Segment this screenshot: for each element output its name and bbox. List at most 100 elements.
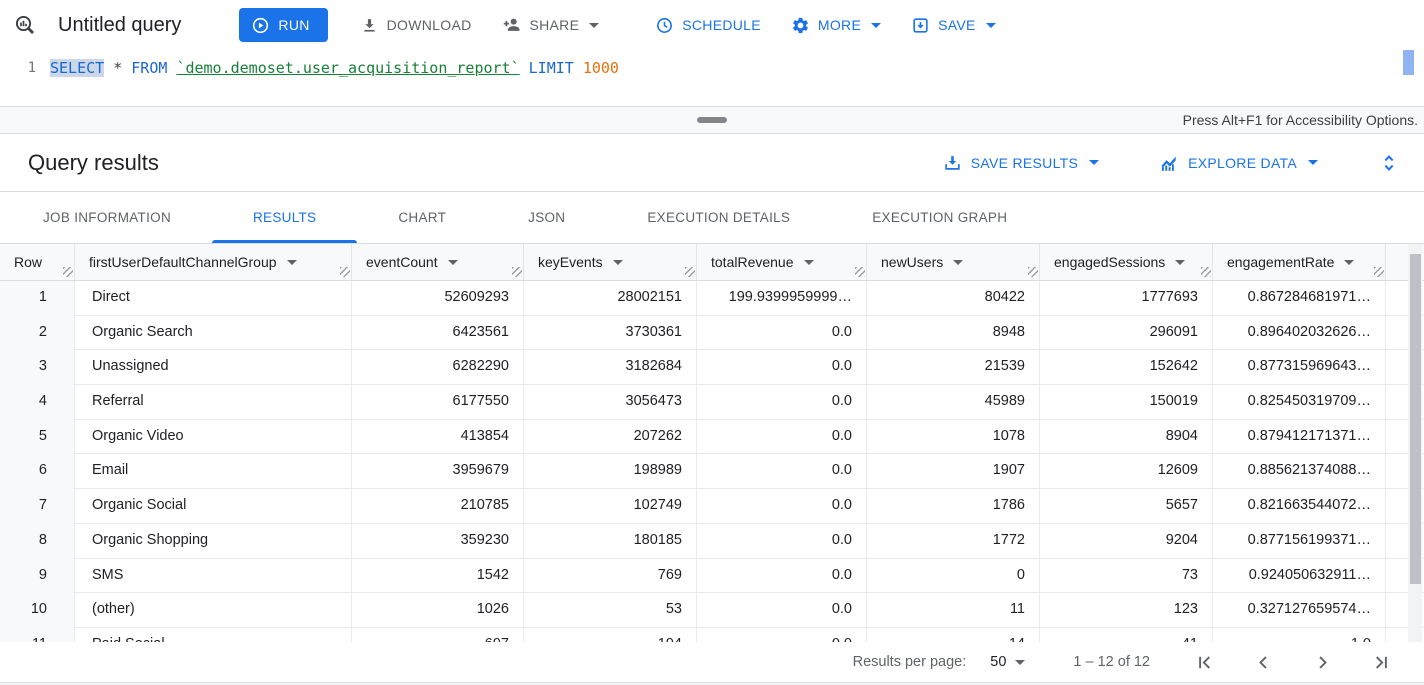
panel-drag-handle[interactable]: [697, 117, 727, 123]
results-panel-header: Query results SAVE RESULTS EXPLORE DATA: [0, 134, 1424, 192]
tab-json[interactable]: JSON: [528, 210, 566, 225]
results-per-page-label: Results per page:: [852, 654, 967, 670]
table-cell: 0.821663544072…: [1213, 489, 1386, 524]
share-button[interactable]: SHARE: [494, 8, 608, 42]
table-row: 9 SMS 1542 769 0.0 0 73 0.924050632911…: [0, 558, 1424, 594]
table-cell: Email: [75, 454, 352, 490]
column-resize-grip[interactable]: [63, 267, 73, 277]
table-cell: 210785: [352, 489, 524, 524]
table-row: 10 (other) 1026 53 0.0 11 123 0.327127659574…: [0, 593, 1424, 628]
column-resize-grip[interactable]: [1201, 267, 1211, 277]
column-dropdown-caret-icon[interactable]: [953, 259, 964, 265]
column-resize-grip[interactable]: [855, 267, 865, 277]
table-cell: 3730361: [524, 315, 697, 351]
table-cell: 0.885621374088…: [1213, 454, 1386, 490]
column-header-Row: Row: [0, 244, 75, 280]
column-dropdown-caret-icon[interactable]: [612, 259, 623, 265]
table-row: 11Paid Social6971940.014411.0: [0, 627, 1424, 642]
download-button[interactable]: DOWNLOAD: [352, 8, 480, 42]
column-resize-grip[interactable]: [1028, 267, 1038, 277]
sql-code-line[interactable]: SELECT * FROM `demo.demoset.user_acquisi…: [50, 50, 619, 106]
table-cell: 0.0: [697, 419, 867, 455]
table-vertical-scrollbar[interactable]: [1408, 244, 1422, 642]
column-label: totalRevenue: [711, 254, 794, 270]
table-cell: 180185: [524, 523, 697, 559]
expand-results-button[interactable]: [1374, 148, 1404, 178]
table-cell: 11: [867, 593, 1040, 628]
explore-data-button[interactable]: EXPLORE DATA: [1151, 153, 1326, 173]
table-cell: 80422: [867, 281, 1040, 316]
schedule-button[interactable]: SCHEDULE: [647, 8, 769, 42]
splitter-strip: Press Alt+F1 for Accessibility Options.: [0, 106, 1424, 134]
column-resize-grip[interactable]: [512, 267, 522, 277]
table-cell: 3056473: [524, 385, 697, 420]
last-page-button[interactable]: [1369, 650, 1394, 675]
page-size-select[interactable]: 50: [990, 654, 1026, 670]
table-cell: 199.9399959999…: [697, 281, 867, 316]
column-dropdown-caret-icon[interactable]: [286, 259, 297, 265]
more-button[interactable]: MORE: [783, 8, 889, 42]
previous-page-button[interactable]: [1251, 650, 1276, 675]
row-number-cell: 9: [0, 558, 75, 594]
table-cell: (other): [75, 593, 352, 628]
editor-scrollbar-thumb[interactable]: [1403, 50, 1414, 75]
table-cell: 6177550: [352, 385, 524, 420]
first-page-button[interactable]: [1192, 650, 1217, 675]
tab-job-information[interactable]: JOB INFORMATION: [43, 210, 171, 225]
tab-execution-details[interactable]: EXECUTION DETAILS: [647, 210, 791, 225]
table-cell: 769: [524, 558, 697, 594]
table-cell: 150019: [1040, 385, 1213, 420]
table-cell: 0.0: [697, 489, 867, 524]
table-cell: 0.0: [697, 454, 867, 490]
column-resize-grip[interactable]: [340, 267, 350, 277]
explore-data-chart-icon: [1159, 153, 1179, 173]
table-cell: Direct: [75, 281, 352, 316]
table-cell: 5657: [1040, 489, 1213, 524]
save-results-button[interactable]: SAVE RESULTS: [935, 153, 1107, 172]
sql-star: *: [113, 59, 123, 77]
save-results-label: SAVE RESULTS: [970, 154, 1079, 171]
column-resize-grip[interactable]: [1374, 267, 1384, 277]
save-button[interactable]: SAVE: [903, 8, 1004, 42]
run-button[interactable]: RUN: [239, 8, 328, 42]
table-cell: 102749: [524, 489, 697, 524]
column-label: newUsers: [881, 254, 944, 270]
column-dropdown-caret-icon[interactable]: [447, 259, 458, 265]
table-cell: 0.327127659574…: [1213, 593, 1386, 628]
table-scrollbar-thumb[interactable]: [1409, 254, 1421, 584]
tab-execution-graph[interactable]: EXECUTION GRAPH: [872, 210, 1008, 225]
table-cell: 8904: [1040, 419, 1213, 455]
download-icon: [360, 16, 379, 35]
row-number-cell: 10: [0, 593, 75, 628]
table-cell: 0.0: [697, 558, 867, 594]
table-cell: Organic Video: [75, 419, 352, 455]
table-cell: 0.877315969643…: [1213, 350, 1386, 386]
sql-table-reference[interactable]: `demo.demoset.user_acquisition_report`: [176, 59, 520, 77]
column-header-newUsers: newUsers: [867, 244, 1040, 280]
next-page-button[interactable]: [1310, 650, 1335, 675]
table-cell: 0.896402032626…: [1213, 315, 1386, 351]
table-cell: 8948: [867, 315, 1040, 351]
tab-chart[interactable]: CHART: [398, 210, 447, 225]
table-row: 6 Email 3959679 198989 0.0 1907 12609 0.8856213…: [0, 454, 1424, 490]
table-cell: Organic Shopping: [75, 523, 352, 559]
tab-results[interactable]: RESULTS: [212, 192, 358, 243]
column-label: eventCount: [366, 254, 438, 270]
table-cell: 0.0: [697, 315, 867, 351]
column-resize-grip[interactable]: [685, 267, 695, 277]
column-dropdown-caret-icon[interactable]: [1175, 259, 1186, 265]
sql-editor[interactable]: 1 SELECT * FROM `demo.demoset.user_acqui…: [0, 50, 1424, 106]
column-label: firstUserDefaultChannelGroup: [89, 254, 277, 270]
table-cell: 6423561: [352, 315, 524, 351]
table-cell: Organic Social: [75, 489, 352, 524]
table-row: 4 Referral 6177550 3056473 0.0 45989 150019 0.8…: [0, 385, 1424, 420]
table-cell: 1.0: [1213, 627, 1386, 642]
bottom-edge-strip: [0, 682, 1424, 685]
table-cell: 207262: [524, 419, 697, 455]
column-dropdown-caret-icon[interactable]: [1344, 259, 1355, 265]
table-cell: Organic Search: [75, 315, 352, 351]
unfold-icon: [1378, 152, 1400, 174]
column-dropdown-caret-icon[interactable]: [803, 259, 814, 265]
column-header-totalRevenue: totalRevenue: [697, 244, 867, 280]
column-header-engagementRate: engagementRate: [1213, 244, 1386, 280]
